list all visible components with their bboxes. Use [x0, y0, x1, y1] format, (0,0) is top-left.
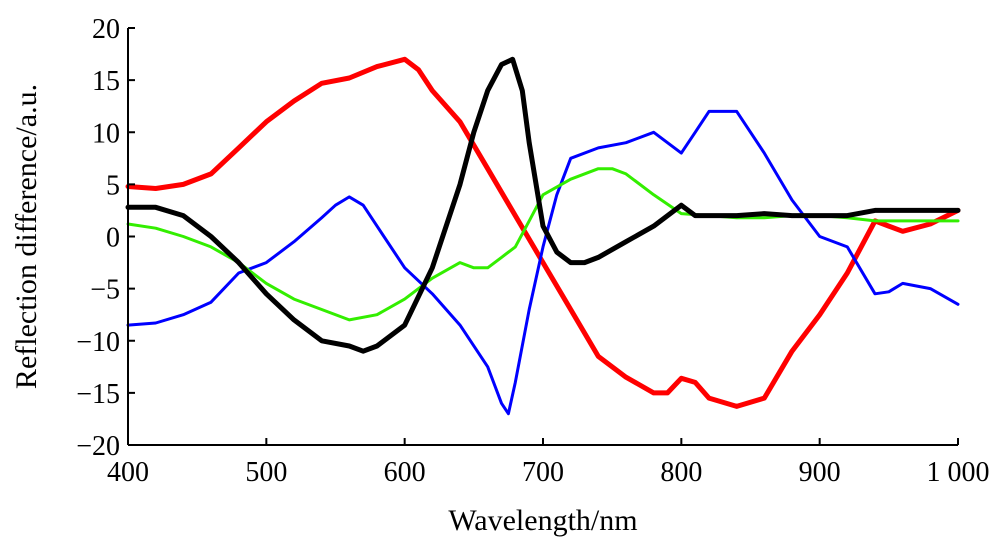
y-tick-label: −5	[90, 275, 120, 306]
y-tick-label: −20	[76, 431, 120, 462]
y-tick-label: 10	[92, 118, 120, 149]
y-tick-label: −15	[76, 379, 120, 410]
x-tick-label: 600	[384, 457, 426, 488]
x-tick-label: 400	[107, 457, 149, 488]
y-tick-label: −10	[76, 327, 120, 358]
x-tick-label: 500	[245, 457, 287, 488]
x-tick-label: 800	[660, 457, 702, 488]
x-axis-title: Wavelength/nm	[448, 504, 637, 537]
y-tick-label: 15	[92, 66, 120, 97]
x-tick-label: 900	[799, 457, 841, 488]
series-line-2	[126, 109, 960, 416]
x-axis-ticks: 400 500 600 700 800 900 1 000	[107, 438, 990, 488]
x-tick-label: 700	[522, 457, 564, 488]
y-axis-ticks: 20 15 10 5 0 −5 −10 −15 −20	[76, 14, 135, 462]
series-line-4	[125, 56, 961, 354]
series-line-1	[125, 56, 961, 409]
y-tick-label: 0	[106, 223, 120, 254]
y-tick-label: 20	[92, 14, 120, 45]
y-axis-title: Reflection difference/a.u.	[10, 84, 43, 389]
series-layer	[125, 56, 961, 416]
x-tick-label: 1 000	[927, 457, 990, 488]
y-tick-label: 5	[106, 170, 120, 201]
